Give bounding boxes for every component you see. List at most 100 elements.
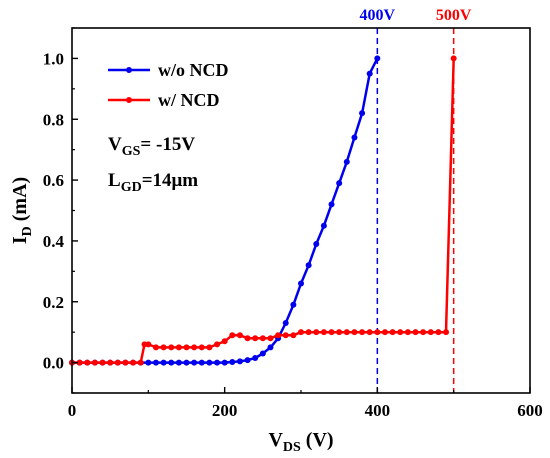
series-0-point: [183, 359, 190, 366]
series-0-point: [343, 158, 350, 165]
series-1-point: [168, 344, 175, 351]
series-1-point: [259, 335, 266, 342]
vline-label-1: 500V: [436, 7, 472, 24]
series-0-point: [320, 222, 327, 229]
series-1-point: [320, 329, 327, 336]
series-line-0: [72, 57, 379, 364]
series-1-point: [145, 341, 152, 348]
y-tick-label: 0.8: [43, 110, 64, 129]
series-1-point: [137, 359, 144, 366]
series-1-point: [397, 329, 404, 336]
series-1-point: [343, 329, 350, 336]
annotation-vgs: VGS= -15V: [108, 134, 195, 159]
y-tick-label: 0.6: [43, 171, 64, 190]
series-1-point: [114, 359, 121, 366]
series-1-point: [282, 332, 289, 339]
series-1-point: [427, 329, 434, 336]
series-1-point: [229, 332, 236, 339]
legend-label-w-ncd: w/ NCD: [158, 90, 220, 110]
series-1-point: [267, 335, 274, 342]
series-0-point: [366, 70, 373, 77]
series-1-point: [420, 329, 427, 336]
series-1-point: [374, 329, 381, 336]
series-1-point: [244, 335, 251, 342]
y-tick-label: 1.0: [43, 49, 64, 68]
x-axis-label: VDS (V): [268, 429, 333, 455]
legend: w/o NCD w/ NCD: [108, 60, 229, 110]
series-1-point: [351, 329, 358, 336]
series-1-point: [84, 359, 91, 366]
legend-label-wo-ncd: w/o NCD: [158, 60, 229, 80]
series-1-point: [191, 344, 198, 351]
series-1-point: [443, 329, 450, 336]
series-0-point: [336, 180, 343, 187]
series-1-point: [252, 335, 259, 342]
y-tick-label: 0.4: [43, 232, 65, 251]
series-line-1: [72, 58, 455, 364]
series-1-point: [404, 329, 411, 336]
series-0-point: [298, 280, 304, 287]
series-1-point: [214, 341, 221, 348]
series-1-point: [389, 329, 396, 336]
x-tick-label: 600: [517, 401, 543, 420]
series-0-point: [152, 359, 159, 366]
series-1-point: [366, 329, 373, 336]
series-1-point: [99, 359, 106, 366]
plot-frame: [71, 27, 531, 394]
series-0-point: [313, 240, 320, 247]
series-1-point: [183, 344, 190, 351]
series-0-point: [236, 358, 243, 365]
series-1-point: [76, 359, 83, 366]
series-0-point: [160, 359, 167, 366]
series-1-point: [160, 344, 167, 351]
series-0-point: [221, 359, 228, 366]
series-0-point: [175, 359, 182, 366]
axis-ticks: 0 200 400 600 0.0 0.2 0.4 0.6 0.8 1.0: [43, 27, 543, 420]
legend-marker-w-ncd: [126, 97, 132, 103]
series-1-point: [381, 329, 388, 336]
x-tick-label: 200: [212, 401, 238, 420]
series-1-point: [107, 359, 114, 366]
series-1-point: [305, 329, 312, 336]
x-tick-label: 0: [68, 401, 77, 420]
series-1-point: [91, 359, 98, 366]
series-1-point: [206, 344, 213, 351]
y-tick-label: 0.0: [43, 354, 64, 373]
series-1-point: [412, 329, 419, 336]
series-0-point: [267, 344, 274, 351]
series-1-point: [359, 329, 366, 336]
series-0-point: [191, 359, 198, 366]
series-1-point: [221, 338, 228, 345]
series-0-point: [214, 359, 221, 366]
series-1-point: [435, 329, 442, 336]
series-0-point: [290, 301, 297, 308]
series-1-point: [313, 329, 320, 336]
series-1-point: [198, 344, 205, 351]
series-1-point: [152, 344, 159, 351]
series-0-point: [145, 359, 152, 366]
series-0-point: [229, 358, 236, 365]
series-1-point: [336, 329, 343, 336]
legend-marker-wo-ncd: [126, 67, 132, 73]
series-1-point: [290, 332, 297, 339]
series-1-point: [450, 55, 457, 62]
series-0-point: [351, 134, 358, 141]
series-0-point: [198, 359, 205, 366]
series-0-point: [305, 262, 312, 269]
series-0-point: [282, 320, 289, 327]
series-0-point: [206, 359, 213, 366]
y-tick-label: 0.2: [43, 293, 64, 312]
series-0-point: [359, 110, 366, 117]
series-1-point: [122, 359, 129, 366]
series-1-point: [298, 329, 304, 336]
vline-label-0: 400V: [360, 7, 396, 24]
series-1-point: [130, 359, 137, 366]
series-1-point: [328, 329, 335, 336]
y-axis-label: ID (mA): [9, 177, 35, 244]
series-0-point: [252, 355, 259, 362]
series-0-point: [374, 55, 381, 62]
series-0-point: [168, 359, 175, 366]
series-1-point: [175, 344, 182, 351]
series-1-point: [236, 332, 243, 339]
